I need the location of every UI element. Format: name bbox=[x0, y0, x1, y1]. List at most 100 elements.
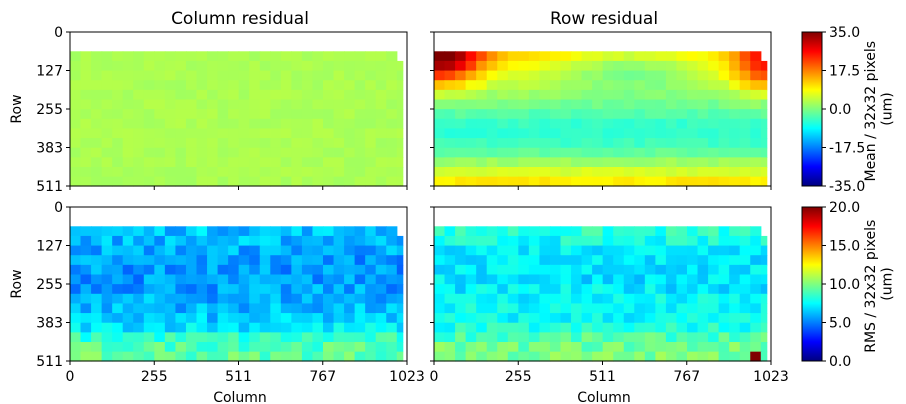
x-tick-label: 767 bbox=[673, 369, 700, 385]
heatmap-cell bbox=[164, 342, 177, 353]
heatmap-cell bbox=[154, 89, 166, 101]
heatmap-cell bbox=[175, 80, 187, 91]
heatmap-cell bbox=[613, 245, 625, 256]
heatmap-cell bbox=[444, 147, 456, 158]
heatmap-cell bbox=[238, 176, 250, 187]
heatmap-cell bbox=[301, 342, 314, 353]
heatmap-cell bbox=[444, 264, 456, 276]
heatmap-cell bbox=[549, 167, 562, 178]
heatmap-cell bbox=[571, 351, 583, 362]
heatmap-cell bbox=[70, 157, 82, 168]
heatmap-cell bbox=[750, 235, 762, 247]
heatmap-cell bbox=[270, 60, 282, 72]
heatmap-cell bbox=[354, 51, 366, 62]
heatmap-cell bbox=[687, 89, 699, 101]
heatmap-cell bbox=[708, 99, 720, 110]
heatmap-cell bbox=[592, 255, 604, 266]
heatmap-cell bbox=[291, 235, 303, 247]
heatmap-cell bbox=[323, 332, 335, 343]
heatmap-cell bbox=[249, 264, 261, 276]
heatmap-cell bbox=[291, 118, 303, 130]
heatmap-cell bbox=[750, 89, 762, 101]
heatmap-cell bbox=[434, 235, 446, 247]
heatmap-cell bbox=[697, 89, 709, 101]
heatmap-cell bbox=[549, 293, 562, 305]
heatmap-cell bbox=[750, 128, 762, 139]
heatmap-cell bbox=[497, 157, 509, 168]
heatmap-cell bbox=[560, 351, 572, 362]
heatmap-cell bbox=[560, 60, 572, 72]
heatmap-cell bbox=[602, 167, 614, 178]
heatmap-cell bbox=[375, 235, 387, 247]
heatmap-cell bbox=[549, 342, 562, 353]
heatmap-cell bbox=[344, 255, 356, 266]
heatmap-cell bbox=[154, 303, 166, 314]
heatmap-cell bbox=[465, 176, 477, 187]
heatmap-cell bbox=[644, 157, 656, 168]
heatmap-cell bbox=[101, 226, 113, 237]
heatmap-cell bbox=[634, 89, 646, 101]
heatmap-cell bbox=[497, 128, 509, 139]
heatmap-cell bbox=[228, 167, 240, 178]
heatmap-cell bbox=[739, 322, 751, 333]
heatmap-cell bbox=[497, 51, 509, 62]
heatmap-cell bbox=[344, 147, 356, 158]
heatmap-cell bbox=[528, 274, 541, 285]
heatmap-cell bbox=[760, 80, 768, 91]
heatmap-cell bbox=[259, 284, 271, 295]
heatmap-cell bbox=[386, 157, 398, 168]
heatmap-cell bbox=[122, 60, 134, 72]
heatmap-cell bbox=[270, 128, 282, 139]
heatmap-cell bbox=[507, 80, 519, 91]
heatmap-cell bbox=[676, 303, 688, 314]
heatmap-cell bbox=[486, 274, 498, 285]
heatmap-cell bbox=[207, 70, 219, 81]
heatmap-cell bbox=[249, 351, 261, 362]
heatmap-cell bbox=[228, 351, 240, 362]
heatmap-cell bbox=[312, 109, 324, 120]
y-tick-label: 511 bbox=[36, 354, 63, 370]
heatmap-cell bbox=[444, 70, 456, 81]
heatmap-cell bbox=[486, 332, 498, 343]
heatmap-cell bbox=[676, 351, 688, 362]
heatmap-cell bbox=[143, 245, 155, 256]
heatmap-cell bbox=[708, 128, 720, 139]
heatmap-cell bbox=[549, 138, 562, 149]
heatmap-cell bbox=[354, 128, 366, 139]
heatmap-cell bbox=[217, 128, 229, 139]
heatmap-cell bbox=[396, 264, 404, 276]
heatmap-cell bbox=[549, 176, 562, 187]
heatmap-cell bbox=[476, 89, 488, 101]
heatmap-cell bbox=[396, 128, 404, 139]
heatmap-cell bbox=[344, 70, 356, 81]
heatmap-cell bbox=[301, 167, 314, 178]
heatmap-cell bbox=[528, 51, 541, 62]
heatmap-cell bbox=[344, 80, 356, 91]
heatmap-cell bbox=[291, 313, 303, 324]
heatmap-cell bbox=[465, 255, 477, 266]
heatmap-cell bbox=[196, 351, 208, 362]
heatmap-cell bbox=[354, 342, 366, 353]
heatmap-cell bbox=[344, 176, 356, 187]
heatmap-cell bbox=[354, 274, 366, 285]
heatmap-cell bbox=[154, 138, 166, 149]
heatmap-cell bbox=[217, 332, 229, 343]
heatmap-cell bbox=[323, 322, 335, 333]
heatmap-cell bbox=[291, 80, 303, 91]
heatmap-cell bbox=[249, 303, 261, 314]
heatmap-cell bbox=[697, 80, 709, 91]
heatmap-cell bbox=[708, 255, 720, 266]
heatmap-cell bbox=[476, 332, 488, 343]
heatmap-cell bbox=[196, 313, 208, 324]
colorbar-tick-label: 15.0 bbox=[829, 239, 860, 255]
heatmap-cell bbox=[259, 80, 271, 91]
heatmap-cell bbox=[486, 70, 498, 81]
heatmap-cell bbox=[571, 109, 583, 120]
heatmap-cell bbox=[133, 89, 145, 101]
heatmap-cell bbox=[560, 226, 572, 237]
heatmap-cell bbox=[539, 157, 551, 168]
heatmap-cell bbox=[718, 332, 730, 343]
heatmap-cell bbox=[497, 176, 509, 187]
heatmap-cell bbox=[718, 226, 730, 237]
heatmap-cell bbox=[507, 313, 519, 324]
